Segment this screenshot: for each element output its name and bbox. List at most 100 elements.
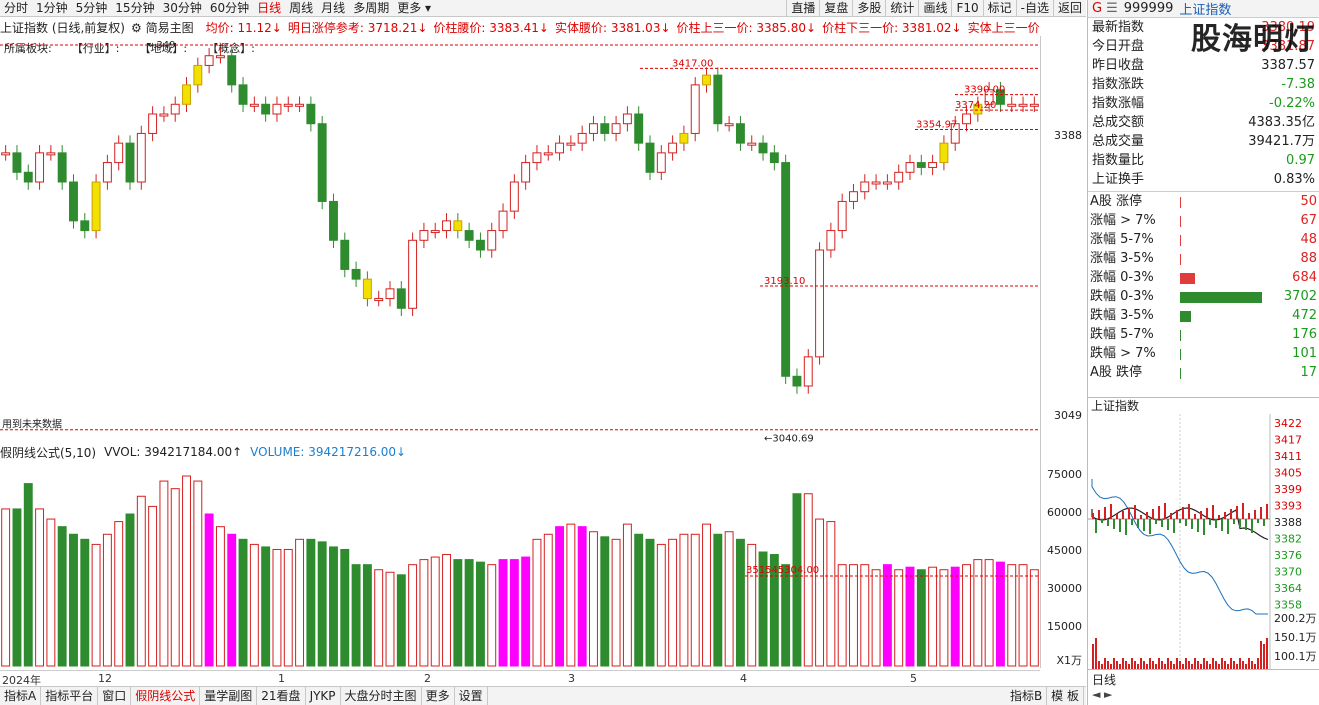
- mini-flow-bar: [1125, 519, 1127, 535]
- toolbar-right-0[interactable]: 直播: [786, 0, 819, 17]
- volume-axis-label-2: 45000: [1047, 544, 1082, 557]
- mini-axis-label: 3405: [1274, 467, 1302, 480]
- tab-10[interactable]: 更多 ▾: [397, 0, 432, 15]
- toolbar-right-4[interactable]: 画线: [918, 0, 951, 17]
- mini-volume-bar: [1176, 658, 1178, 669]
- stat-label: 上证换手: [1092, 172, 1145, 187]
- tab-6[interactable]: 日线: [257, 0, 282, 15]
- volume-bar: [1029, 569, 1039, 667]
- main-chart-mode-label: 简易主图: [145, 20, 194, 35]
- distribution-bar-track: [1180, 310, 1276, 322]
- distribution-label: 跌幅 3-5%: [1090, 308, 1154, 323]
- indicator-tab-5[interactable]: 21看盘: [257, 687, 306, 705]
- indicator-tab-3[interactable]: 假阴线公式: [131, 687, 201, 705]
- mini-volume-bar: [1137, 664, 1139, 669]
- tab-1[interactable]: 1分钟: [36, 0, 68, 15]
- bottom-right-tab-0[interactable]: 指标B: [1006, 687, 1048, 705]
- tab-9[interactable]: 多周期: [353, 0, 390, 15]
- stat-label: 指数涨幅: [1092, 96, 1145, 111]
- mini-flow-bar: [1128, 508, 1130, 519]
- tab-7[interactable]: 周线: [289, 0, 314, 15]
- toolbar-right-7[interactable]: -自选: [1015, 0, 1053, 17]
- volume-chart[interactable]: 351545304.00: [0, 460, 1040, 670]
- volume-bar: [735, 538, 745, 667]
- tab-3[interactable]: 15分钟: [115, 0, 155, 15]
- toolbar-right-6[interactable]: 标记: [982, 0, 1016, 17]
- volume-bar: [475, 561, 485, 667]
- indicator-field-0: 均价: 11.12↓: [205, 20, 282, 35]
- indicator-tab-1[interactable]: 指标平台: [41, 687, 99, 705]
- volume-bar: [329, 546, 338, 667]
- distribution-bar: [1180, 329, 1181, 341]
- volume-bar: [849, 564, 858, 667]
- volume-bar: [46, 518, 56, 667]
- menu-icon[interactable]: ☰: [1106, 1, 1118, 16]
- volume-bar: [984, 559, 994, 667]
- distribution-bar: [1180, 215, 1181, 227]
- indicator-tab-2[interactable]: 窗口: [98, 687, 132, 705]
- tab-2[interactable]: 5分钟: [75, 0, 108, 15]
- indicator-tab-7[interactable]: 大盘分时主图: [341, 687, 422, 705]
- stat-label: 最新指数: [1092, 20, 1145, 35]
- low-price-label: ←3040.69: [764, 434, 814, 444]
- candle-body: [871, 181, 881, 185]
- candle-body: [385, 288, 395, 300]
- mini-flow-bar: [1245, 519, 1247, 530]
- mini-flow-bar: [1098, 510, 1100, 519]
- candle-body: [860, 181, 870, 193]
- candle-body: [984, 89, 994, 105]
- volume-bar: [170, 488, 180, 667]
- watermark-logo: 股海明灯: [1191, 22, 1315, 57]
- volume-bar: [125, 513, 135, 667]
- mini-flow-bar: [1215, 519, 1217, 528]
- volume-bar: [91, 543, 101, 667]
- intraday-mini-chart[interactable]: 3422 3417 3411 3405 3399 3393 3388 3382 3376 3370…: [1088, 414, 1319, 669]
- volume-bar: [396, 574, 406, 667]
- volume-bar: [962, 564, 971, 667]
- stat-row: 上证换手 0.83%: [1090, 170, 1317, 189]
- candle-body: [374, 298, 384, 302]
- candle-body: [543, 152, 553, 156]
- mini-scroll-arrows[interactable]: ◄ ►: [1092, 688, 1113, 701]
- volume-indicator-title[interactable]: 假阴线公式(5,10): [0, 445, 97, 460]
- toolbar-right-2[interactable]: 多股: [852, 0, 885, 17]
- mini-flow-bar: [1248, 513, 1250, 519]
- candle-body: [803, 356, 813, 387]
- main-chart-mode[interactable]: ⚙ 简易主图: [131, 20, 194, 35]
- volume-bar: [521, 556, 531, 667]
- volume-bar: [453, 559, 463, 667]
- volume-bar: [690, 533, 700, 667]
- toolbar-right-8[interactable]: 返回: [1052, 0, 1086, 17]
- candlestick-chart[interactable]: 3417.00 3193.10 3390.00 3374.20 3354.97 ←3040…: [0, 36, 1040, 444]
- mini-volume-bar: [1251, 661, 1253, 669]
- volume-bar: [1007, 564, 1017, 667]
- tab-4[interactable]: 30分钟: [162, 0, 202, 15]
- date-tick-4: 3: [568, 672, 575, 685]
- indicator-tab-6[interactable]: JYKP: [306, 687, 341, 705]
- toolbar-right-3[interactable]: 统计: [885, 0, 918, 17]
- candle-body: [702, 74, 711, 86]
- mini-flow-bar: [1095, 519, 1097, 533]
- tab-5[interactable]: 60分钟: [209, 0, 250, 15]
- mini-tab-daily[interactable]: 日线: [1092, 673, 1117, 687]
- resistance-label-1: 3390.00: [964, 85, 1005, 96]
- toolbar-right-5[interactable]: F10: [951, 0, 982, 17]
- volume-bar: [566, 523, 576, 667]
- candle-body: [102, 162, 112, 183]
- distribution-value: 3702: [1283, 289, 1317, 304]
- volume-bar: [204, 513, 214, 667]
- distribution-value: 88: [1300, 251, 1317, 266]
- candle-body: [498, 210, 508, 232]
- indicator-tab-8[interactable]: 更多: [422, 687, 455, 705]
- toolbar-right-1[interactable]: 复盘: [819, 0, 852, 17]
- tab-0[interactable]: 分时: [4, 0, 29, 15]
- indicator-tab-9[interactable]: 设置: [455, 687, 488, 705]
- volume-bar: [362, 564, 372, 667]
- mini-volume-bar: [1254, 664, 1256, 669]
- indicator-tab-0[interactable]: 指标A: [0, 687, 42, 705]
- tab-8[interactable]: 月线: [321, 0, 346, 15]
- candle-body: [408, 239, 418, 309]
- mini-flow-bar: [1119, 519, 1121, 532]
- bottom-right-tab-1[interactable]: 模 板: [1047, 687, 1084, 705]
- indicator-tab-4[interactable]: 量学副图: [200, 687, 258, 705]
